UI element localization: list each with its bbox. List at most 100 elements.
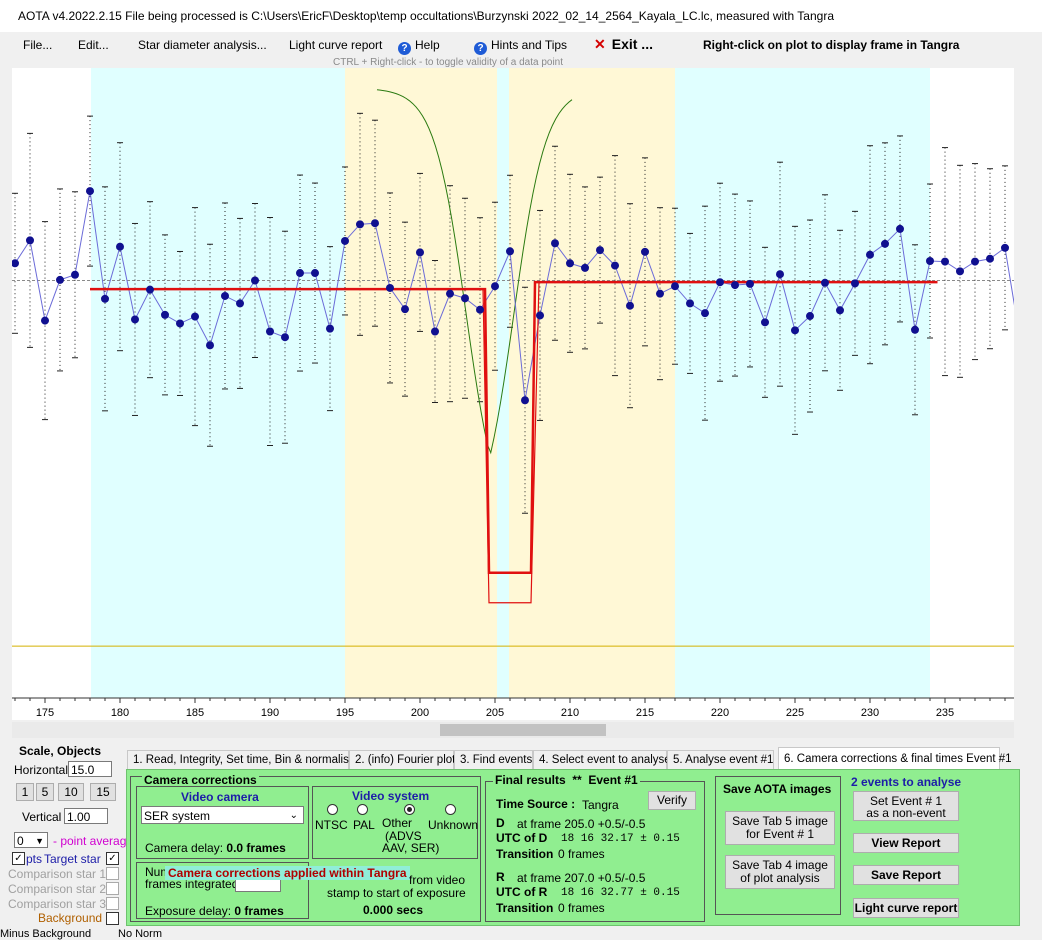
comparison-star-3-checkbox[interactable]: [106, 897, 119, 910]
time-source-value: Tangra: [582, 798, 619, 812]
exposure-delay: Exposure delay: 0 frames: [145, 904, 284, 918]
point-average-select[interactable]: 0 ▼: [14, 832, 48, 848]
x-tick-label: 180: [111, 707, 129, 719]
r-transition-label: Transition: [496, 901, 554, 915]
save-report-button[interactable]: Save Report: [853, 865, 959, 885]
data-point: [356, 220, 364, 229]
final-results-title: Final results ** Event #1: [493, 773, 640, 787]
pts-checkbox[interactable]: ✓: [12, 852, 25, 865]
other-radio[interactable]: [404, 804, 415, 815]
data-point: [881, 239, 889, 248]
video-camera-group: [136, 786, 309, 859]
d-transition-value: 0 frames: [558, 847, 605, 861]
menu-file[interactable]: File...: [23, 38, 53, 52]
light-curve-report-button[interactable]: Light curve report: [853, 898, 959, 918]
data-point: [746, 279, 754, 288]
menu-help[interactable]: ? Help: [398, 38, 440, 55]
data-point: [701, 309, 709, 318]
save-tab5-button[interactable]: Save Tab 5 image for Event # 1: [725, 811, 835, 845]
tab-read-integrity[interactable]: 1. Read, Integrity, Set time, Bin & norm…: [127, 750, 355, 769]
data-point: [761, 318, 769, 327]
data-point: [491, 282, 499, 291]
scale-15-button[interactable]: 15: [90, 783, 116, 801]
light-curve-svg[interactable]: 175 180 185 190 195 200 205 210 215 220 225 230 235: [11, 68, 1042, 720]
data-point: [626, 301, 634, 310]
horizontal-label: Horizontal: [14, 763, 69, 777]
data-point: [836, 306, 844, 315]
data-point: [866, 250, 874, 259]
menu-light-curve-report[interactable]: Light curve report: [289, 38, 383, 52]
data-point: [716, 278, 724, 287]
diffraction-curve: [376, 89, 573, 455]
scale-5-button[interactable]: 5: [36, 783, 54, 801]
r-frame: at frame 207.0 +0.5/-0.5: [517, 871, 646, 885]
verify-button[interactable]: Verify: [648, 791, 696, 810]
tab-fourier-plot[interactable]: 2. (info) Fourier plot: [349, 750, 455, 769]
camera-delay-label: Camera delay:: [145, 841, 224, 855]
bottom-strip: Minus Background No Norm: [0, 928, 1042, 940]
video-system-title: Video system: [352, 789, 430, 803]
from-video-label-1: from video: [409, 873, 466, 887]
plot-band-4: [675, 68, 930, 698]
data-point: [581, 263, 589, 272]
menu-hints[interactable]: ? Hints and Tips: [474, 38, 567, 55]
right-click-hint: Right-click on plot to display frame in …: [703, 38, 960, 52]
save-tab4-line1: Save Tab 4 image: [732, 858, 828, 872]
final-results-stars: **: [572, 773, 582, 787]
menu-star-diameter[interactable]: Star diameter analysis...: [138, 38, 267, 52]
data-point: [11, 259, 19, 268]
target-star-checkbox[interactable]: ✓: [106, 852, 119, 865]
x-tick-label: 205: [486, 707, 504, 719]
light-curve-plot[interactable]: 175 180 185 190 195 200 205 210 215 220 225 230 235: [11, 68, 1042, 720]
other-detail-1: (ADVS: [385, 829, 422, 843]
menu-hints-label: Hints and Tips: [491, 38, 568, 52]
vertical-scale-input[interactable]: 1.00: [64, 808, 108, 824]
set-non-event-button[interactable]: Set Event # 1 as a non-event: [853, 791, 959, 821]
comparison-star-1-checkbox[interactable]: [106, 867, 119, 880]
tab-select-event[interactable]: 4. Select event to analyse: [533, 750, 671, 769]
camera-select[interactable]: SER system ⌄: [141, 806, 304, 824]
data-point: [371, 219, 379, 228]
data-point: [536, 311, 544, 320]
data-point: [791, 326, 799, 335]
tab-camera-corrections[interactable]: 6. Camera corrections & final times Even…: [778, 747, 1012, 769]
tangra-banner: Camera corrections applied within Tangra: [165, 866, 410, 880]
frames-integrated-group: [136, 862, 309, 919]
data-point: [806, 312, 814, 321]
tab-find-events[interactable]: 3. Find events: [454, 750, 533, 769]
menu-exit[interactable]: ✕ Exit ...: [594, 36, 653, 53]
events-to-analyse: 2 events to analyse: [851, 775, 962, 789]
close-icon: ✕: [594, 36, 606, 52]
menu-edit[interactable]: Edit...: [78, 38, 109, 52]
data-point: [71, 270, 79, 279]
point-average-label: - point average: [53, 834, 134, 848]
ntsc-radio[interactable]: [327, 804, 338, 815]
horizontal-scale-input[interactable]: 15.0: [68, 761, 112, 777]
data-point: [401, 305, 409, 314]
background-checkbox[interactable]: [106, 912, 119, 925]
pal-radio[interactable]: [357, 804, 368, 815]
plot-band-2: [497, 68, 509, 698]
save-tab4-button[interactable]: Save Tab 4 image of plot analysis: [725, 855, 835, 889]
view-report-button[interactable]: View Report: [853, 833, 959, 853]
data-point: [446, 289, 454, 298]
d-label: D: [496, 816, 505, 830]
video-system-group: [312, 786, 478, 859]
camera-corrections-group: [130, 776, 481, 922]
data-point: [476, 305, 484, 314]
scale-10-button[interactable]: 10: [58, 783, 84, 801]
data-point: [461, 294, 469, 303]
menu-bar: File... Edit... Star diameter analysis..…: [0, 32, 1042, 58]
plot-scroll-thumb[interactable]: [440, 724, 606, 736]
minus-background-select[interactable]: Minus Background: [0, 928, 92, 940]
data-point: [986, 254, 994, 263]
title-bar: AOTA v4.2022.2.15 File being processed i…: [0, 0, 1042, 33]
d-transition-label: Transition: [496, 847, 554, 861]
comparison-star-2-checkbox[interactable]: [106, 882, 119, 895]
unknown-radio[interactable]: [445, 804, 456, 815]
point-average-value: 0: [17, 834, 24, 848]
data-point: [86, 187, 94, 196]
tab-analyse-event[interactable]: 5. Analyse event #1: [667, 750, 774, 769]
normalization-select[interactable]: No Norm: [118, 928, 163, 940]
scale-1-button[interactable]: 1: [16, 783, 34, 801]
